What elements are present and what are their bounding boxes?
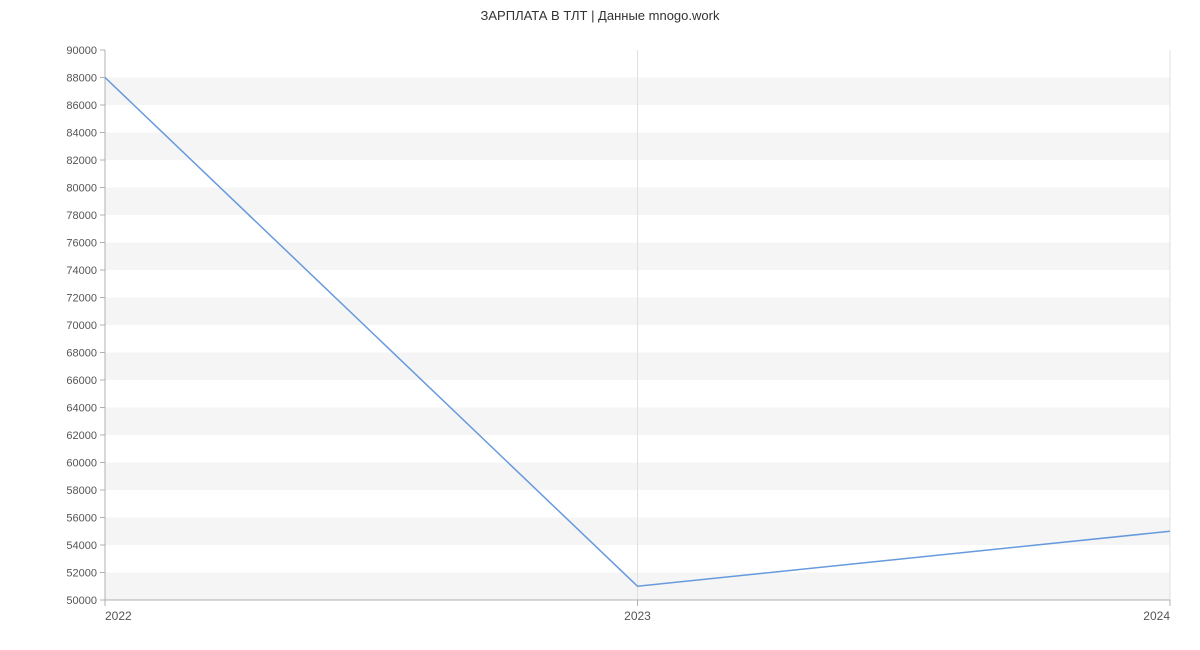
y-tick-label: 66000: [66, 375, 97, 387]
y-tick-label: 86000: [66, 100, 97, 112]
x-tick-label: 2023: [624, 609, 651, 623]
y-tick-label: 62000: [66, 430, 97, 442]
y-tick-label: 70000: [66, 320, 97, 332]
y-tick-label: 52000: [66, 568, 97, 580]
y-tick-label: 54000: [66, 540, 97, 552]
chart-title: ЗАРПЛАТА В ТЛТ | Данные mnogo.work: [0, 8, 1200, 23]
y-tick-label: 58000: [66, 485, 97, 497]
y-tick-label: 74000: [66, 265, 97, 277]
x-tick-label: 2022: [105, 609, 132, 623]
y-tick-label: 84000: [66, 128, 97, 140]
y-tick-label: 68000: [66, 348, 97, 360]
y-tick-label: 64000: [66, 403, 97, 415]
chart-container: ЗАРПЛАТА В ТЛТ | Данные mnogo.work 50000…: [0, 0, 1200, 650]
y-tick-label: 82000: [66, 155, 97, 167]
chart-svg: 50000 52000 54000 56000 58000 60000 62000 64000…: [0, 0, 1200, 650]
y-tick-label: 60000: [66, 458, 97, 470]
y-tick-label: 88000: [66, 73, 97, 85]
y-tick-label: 56000: [66, 513, 97, 525]
y-tick-label: 80000: [66, 183, 97, 195]
y-tick-label: 72000: [66, 293, 97, 305]
y-tick-label: 50000: [66, 595, 97, 607]
y-tick-label: 76000: [66, 238, 97, 250]
y-tick-label: 78000: [66, 210, 97, 222]
y-tick-label: 90000: [66, 45, 97, 57]
x-tick-label: 2024: [1143, 609, 1170, 623]
